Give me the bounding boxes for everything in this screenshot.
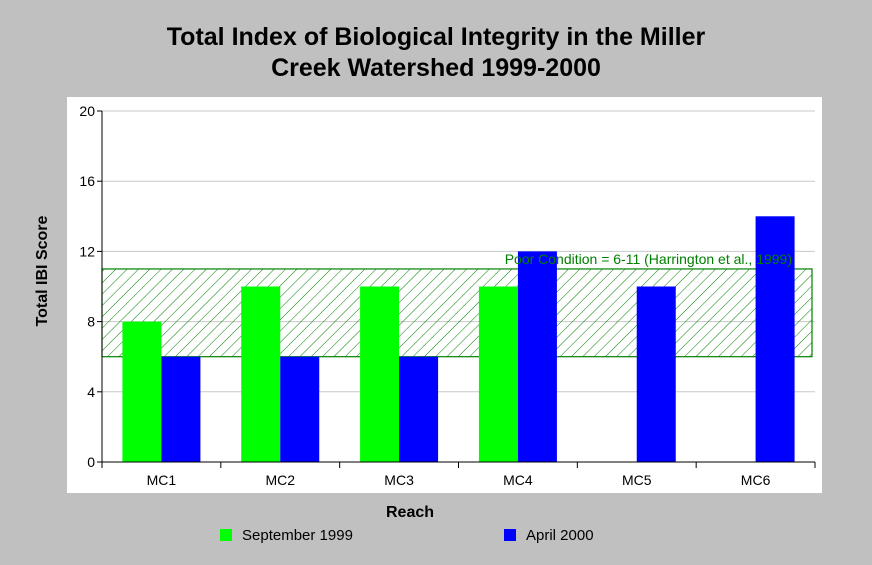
- y-tick-label-20: 20: [79, 103, 95, 119]
- x-tick-label-mc5: MC5: [622, 472, 652, 488]
- chart-title: Total Index of Biological Integrity in t…: [0, 22, 872, 84]
- legend-item-september-1999: September 1999: [220, 525, 353, 545]
- x-tick-label-mc4: MC4: [503, 472, 533, 488]
- legend-label-april-2000: April 2000: [526, 526, 594, 544]
- poor-condition-band: [101, 268, 813, 358]
- y-tick-label-0: 0: [87, 454, 95, 470]
- y-tick-label-8: 8: [87, 314, 95, 330]
- bar-mc1-april-2000: [161, 356, 201, 462]
- x-tick-label-mc6: MC6: [741, 472, 771, 488]
- y-tick-label-16: 16: [79, 173, 95, 189]
- y-axis-label: Total IBI Score: [34, 215, 51, 326]
- bar-mc6-april-2000: [755, 216, 795, 462]
- legend-item-april-2000: April 2000: [504, 525, 594, 545]
- bar-mc2-september-1999: [241, 286, 281, 462]
- legend-swatch-september-1999: [220, 529, 232, 541]
- bar-mc2-april-2000: [280, 356, 320, 462]
- x-axis-label: Reach: [385, 504, 435, 521]
- bar-mc4-april-2000: [517, 251, 557, 462]
- bar-mc1-september-1999: [122, 321, 162, 462]
- legend-label-september-1999: September 1999: [242, 526, 353, 544]
- y-tick-label-12: 12: [79, 243, 95, 259]
- bar-mc5-april-2000: [636, 286, 676, 462]
- x-tick-label-mc3: MC3: [384, 472, 414, 488]
- poor-condition-annotation: Poor Condition = 6-11 (Harrington et al.…: [505, 251, 792, 267]
- chart-title-line-1: Total Index of Biological Integrity in t…: [166, 23, 706, 51]
- chart-title-line-2: Creek Watershed 1999-2000: [271, 54, 601, 82]
- bar-mc4-september-1999: [478, 286, 518, 462]
- legend-swatch-april-2000: [504, 529, 516, 541]
- x-tick-label-mc2: MC2: [265, 472, 295, 488]
- y-tick-label-4: 4: [87, 384, 95, 400]
- x-tick-label-mc1: MC1: [147, 472, 177, 488]
- bar-mc3-september-1999: [360, 286, 400, 462]
- bar-mc3-april-2000: [399, 356, 439, 462]
